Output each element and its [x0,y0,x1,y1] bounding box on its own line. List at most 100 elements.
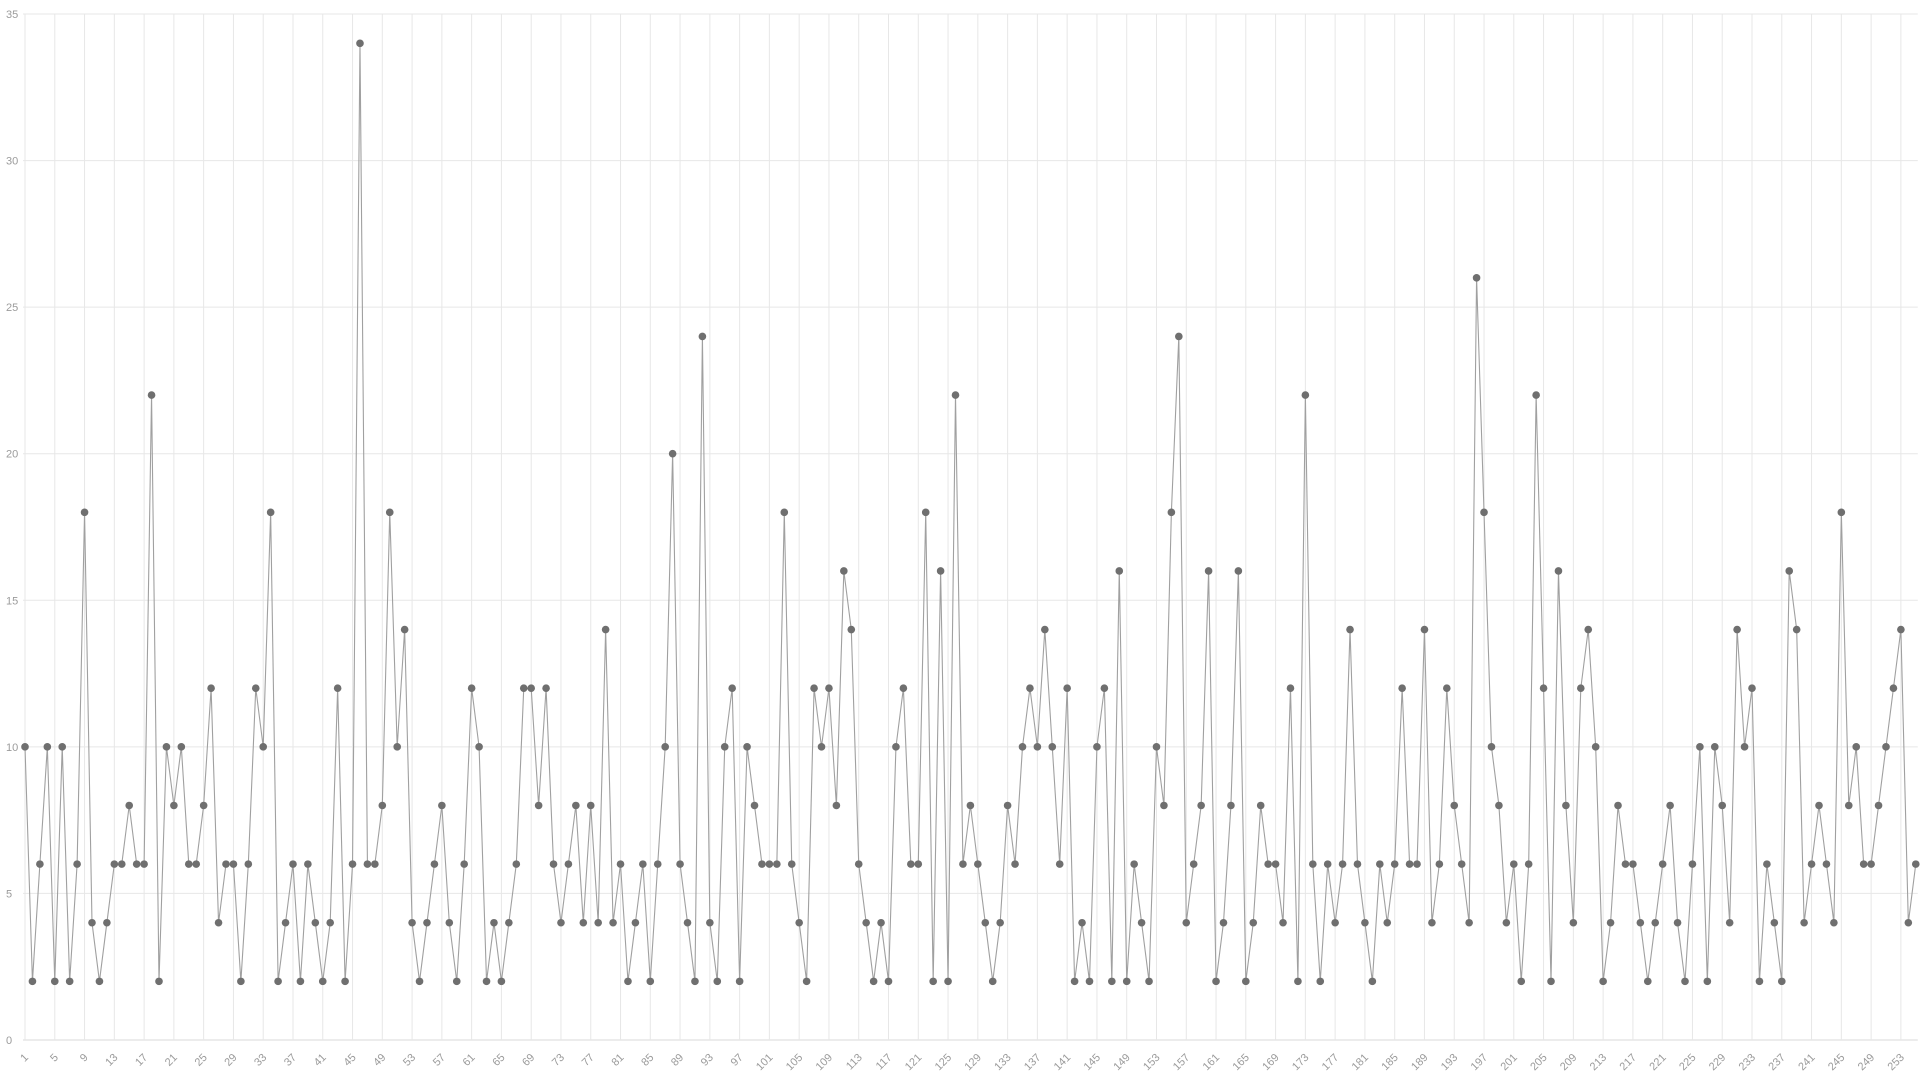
data-point [594,918,602,927]
x-tick-label: 249 [1856,1052,1877,1073]
x-tick-label: 141 [1052,1052,1073,1073]
data-point [1428,918,1436,927]
data-point [28,977,37,986]
data-point [214,918,223,927]
x-tick-label: 13 [103,1052,120,1069]
data-point [162,743,171,751]
data-point [408,918,416,927]
data-point [810,684,818,693]
data-point [1837,508,1846,517]
data-point [207,684,215,693]
data-point [1636,918,1645,927]
data-point [348,860,357,868]
x-tick-label: 69 [520,1052,537,1069]
x-tick-label: 21 [163,1052,180,1069]
data-point [1413,860,1421,868]
data-point [475,743,483,751]
series-path [24,43,1917,982]
data-point [780,508,789,517]
data-point [1651,918,1660,927]
y-tick-label: 35 [6,9,18,21]
data-point [452,977,461,986]
x-tick-label: 213 [1588,1052,1609,1073]
data-point [661,743,669,751]
data-point [1480,508,1488,517]
data-point [1011,860,1019,868]
x-tick-label: 41 [312,1052,329,1069]
data-point [1093,743,1101,751]
data-point [1859,860,1868,868]
data-point [542,684,550,693]
x-tick-label: 61 [461,1052,478,1069]
data-point [1070,977,1079,986]
data-point [1383,918,1392,927]
data-point [1874,801,1883,810]
data-point [274,977,282,986]
data-point [1882,743,1890,751]
x-tick-label: 181 [1350,1052,1371,1073]
data-point [564,860,573,868]
x-tick-label: 149 [1111,1052,1132,1073]
data-point [765,860,774,868]
data-point [966,801,975,810]
data-point [1539,684,1548,693]
data-point [1643,977,1652,986]
x-tick-label: 85 [639,1052,656,1069]
data-point [1815,801,1823,810]
x-tick-label: 169 [1260,1052,1281,1073]
data-point [117,860,126,868]
data-point [1911,860,1920,868]
x-tick-label: 173 [1290,1052,1311,1073]
x-tick-label: 137 [1022,1052,1043,1073]
data-point [50,977,59,986]
data-point [192,860,201,868]
data-point [237,977,245,986]
data-point [773,860,781,868]
x-tick-label: 101 [754,1052,775,1073]
data-point [1755,977,1764,986]
data-point [1189,860,1198,868]
x-tick-label: 5 [48,1052,61,1065]
data-point [1576,684,1585,693]
data-point [430,860,439,868]
x-tick-label: 193 [1439,1052,1460,1073]
y-gridlines [23,13,1918,1041]
data-point [184,860,193,868]
data-point [854,860,863,868]
data-point [88,918,96,927]
data-point [1457,860,1466,868]
data-point [95,977,104,986]
data-point [1130,860,1138,868]
data-point [959,860,967,868]
x-tick-label: 185 [1379,1052,1400,1073]
x-tick-label: 57 [431,1052,448,1069]
data-point [1294,977,1302,986]
data-point [1673,918,1682,927]
x-tick-label: 93 [699,1052,716,1069]
x-gridlines [24,14,1902,1040]
data-point [1614,801,1622,810]
data-point [1242,977,1250,986]
y-tick-label: 15 [6,595,18,607]
data-point [1777,977,1786,986]
data-point [1078,918,1086,927]
data-point [1122,977,1131,986]
data-point [1167,508,1176,517]
x-tick-label: 229 [1707,1052,1728,1073]
data-point [1219,918,1228,927]
x-tick-label: 125 [933,1052,954,1073]
data-point [981,918,990,927]
data-point [21,743,29,751]
data-point [1487,743,1496,751]
x-tick-label: 177 [1320,1052,1341,1073]
data-point [1800,918,1808,927]
data-point [1465,918,1473,927]
data-point [1725,918,1734,927]
x-tick-label: 197 [1469,1052,1490,1073]
data-point [549,860,558,868]
data-point [750,801,759,810]
data-point [1361,918,1369,927]
data-point [1710,743,1719,751]
data-point [840,567,848,575]
